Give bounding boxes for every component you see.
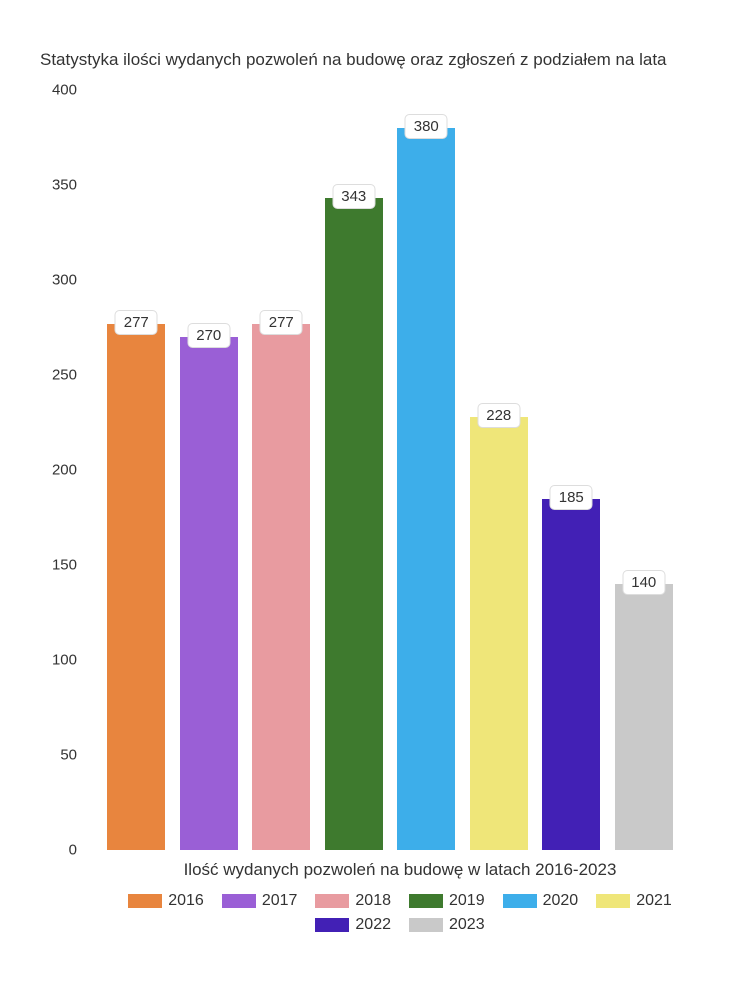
bar-value-label: 277 xyxy=(260,310,303,335)
y-tick: 100 xyxy=(52,652,77,669)
bar-value-label: 270 xyxy=(187,323,230,348)
bar-wrap: 140 xyxy=(608,90,681,850)
legend-label: 2016 xyxy=(168,892,204,910)
legend-label: 2023 xyxy=(449,916,485,934)
bar-2018: 277 xyxy=(252,324,310,850)
y-axis: 050100150200250300350400 xyxy=(40,90,85,850)
legend-swatch xyxy=(503,894,537,908)
legend-item-2019: 2019 xyxy=(409,892,485,910)
bar-2016: 277 xyxy=(107,324,165,850)
bar-2017: 270 xyxy=(180,337,238,850)
plot-area: 050100150200250300350400 277270277343380… xyxy=(90,90,690,850)
y-tick: 250 xyxy=(52,367,77,384)
legend-swatch xyxy=(222,894,256,908)
legend-label: 2018 xyxy=(355,892,391,910)
legend-item-2018: 2018 xyxy=(315,892,391,910)
y-tick: 200 xyxy=(52,462,77,479)
legend-swatch xyxy=(409,918,443,932)
legend-item-2020: 2020 xyxy=(503,892,579,910)
chart-title: Statystyka ilości wydanych pozwoleń na b… xyxy=(40,50,710,70)
bar-2022: 185 xyxy=(542,499,600,851)
legend-swatch xyxy=(315,894,349,908)
legend-label: 2020 xyxy=(543,892,579,910)
bar-wrap: 343 xyxy=(318,90,391,850)
bar-value-label: 228 xyxy=(477,403,520,428)
legend-label: 2022 xyxy=(355,916,391,934)
bar-wrap: 185 xyxy=(535,90,608,850)
bar-value-label: 185 xyxy=(550,485,593,510)
legend-swatch xyxy=(128,894,162,908)
legend-label: 2021 xyxy=(636,892,672,910)
legend-swatch xyxy=(596,894,630,908)
bars-area: 277270277343380228185140 xyxy=(90,90,690,850)
bar-2021: 228 xyxy=(470,417,528,850)
bar-2020: 380 xyxy=(397,128,455,850)
bar-2023: 140 xyxy=(615,584,673,850)
y-tick: 350 xyxy=(52,177,77,194)
bar-wrap: 380 xyxy=(390,90,463,850)
y-tick: 50 xyxy=(60,747,77,764)
legend-item-2016: 2016 xyxy=(128,892,204,910)
legend-label: 2019 xyxy=(449,892,485,910)
legend-item-2023: 2023 xyxy=(409,916,485,934)
y-tick: 150 xyxy=(52,557,77,574)
bar-wrap: 277 xyxy=(245,90,318,850)
y-tick: 300 xyxy=(52,272,77,289)
legend-item-2022: 2022 xyxy=(315,916,391,934)
bar-value-label: 343 xyxy=(332,184,375,209)
y-tick: 0 xyxy=(69,842,77,859)
legend: 2016 2017 2018 2019 2020 2021 2022 2023 xyxy=(90,892,710,934)
legend-swatch xyxy=(409,894,443,908)
chart-container: Statystyka ilości wydanych pozwoleń na b… xyxy=(40,50,710,960)
bar-value-label: 380 xyxy=(405,114,448,139)
bar-wrap: 228 xyxy=(463,90,536,850)
legend-item-2017: 2017 xyxy=(222,892,298,910)
bar-wrap: 270 xyxy=(173,90,246,850)
bar-2019: 343 xyxy=(325,198,383,850)
bar-value-label: 277 xyxy=(115,310,158,335)
y-tick: 400 xyxy=(52,82,77,99)
x-axis-label: Ilość wydanych pozwoleń na budowę w lata… xyxy=(90,860,710,880)
legend-item-2021: 2021 xyxy=(596,892,672,910)
legend-label: 2017 xyxy=(262,892,298,910)
bar-value-label: 140 xyxy=(622,570,665,595)
bar-wrap: 277 xyxy=(100,90,173,850)
legend-swatch xyxy=(315,918,349,932)
